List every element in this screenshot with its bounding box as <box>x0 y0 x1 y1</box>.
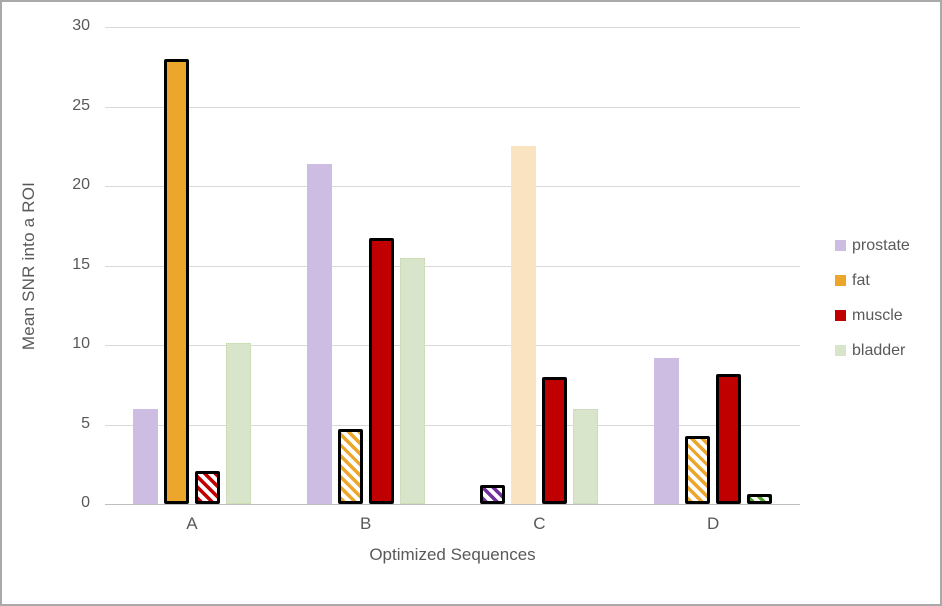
legend-swatch-prostate <box>835 240 846 251</box>
bar-muscle-C <box>542 377 568 504</box>
bar-group-A <box>105 27 279 504</box>
bar-group-D <box>626 27 800 504</box>
y-tick-0: 0 <box>81 494 90 511</box>
legend-item-muscle: muscle <box>835 306 910 325</box>
plot-area <box>105 27 800 505</box>
bar-bladder-A <box>225 343 251 504</box>
gridline-15 <box>105 265 800 267</box>
x-axis-title: Optimized Sequences <box>369 545 536 564</box>
bar-group-C <box>453 27 627 504</box>
legend-swatch-bladder <box>835 345 846 356</box>
bar-fat-D <box>685 436 711 504</box>
x-category-D: D <box>706 514 720 533</box>
gridline-10 <box>105 345 800 346</box>
gridline-25 <box>105 106 800 108</box>
y-tick-10: 10 <box>72 335 90 352</box>
gridline-20 <box>105 186 800 187</box>
y-tick-20: 20 <box>72 176 90 193</box>
x-category-B: B <box>359 514 372 533</box>
gridline-30 <box>105 27 800 28</box>
y-axis-title: Mean SNR into a ROI <box>19 181 38 351</box>
bar-bladder-B <box>399 258 425 504</box>
legend-label-prostate: prostate <box>852 236 910 254</box>
legend-item-bladder: bladder <box>835 341 910 360</box>
bar-prostate-C <box>480 485 506 504</box>
bar-group-B <box>279 27 453 504</box>
y-tick-30: 30 <box>72 17 90 34</box>
legend-item-prostate: prostate <box>835 236 910 255</box>
legend-label-bladder: bladder <box>852 341 906 359</box>
bar-bladder-C <box>573 409 599 504</box>
legend-label-fat: fat <box>852 271 870 289</box>
bar-fat-C <box>511 146 537 504</box>
legend-item-fat: fat <box>835 271 910 290</box>
bar-prostate-B <box>306 164 332 504</box>
legend-label-muscle: muscle <box>852 306 903 324</box>
legend-swatch-muscle <box>835 310 846 321</box>
bar-muscle-A <box>194 471 220 504</box>
chart-legend: prostate fat muscle bladder <box>835 236 910 376</box>
x-category-A: A <box>186 514 198 533</box>
x-category-labels: A B C D <box>105 514 800 534</box>
gridline-5 <box>105 424 800 426</box>
gridline-0 <box>105 504 800 505</box>
y-tick-5: 5 <box>81 414 90 432</box>
y-tick-15: 15 <box>72 255 90 273</box>
bar-fat-A <box>163 59 189 504</box>
bar-prostate-A <box>132 409 158 504</box>
bar-muscle-B <box>368 238 394 504</box>
bar-muscle-D <box>716 374 742 504</box>
legend-swatch-fat <box>835 275 846 286</box>
y-tick-25: 25 <box>72 96 90 114</box>
bar-bladder-D <box>747 494 773 504</box>
bar-groups <box>105 27 800 504</box>
bar-fat-B <box>337 429 363 504</box>
x-category-C: C <box>533 514 546 533</box>
bar-prostate-D <box>654 358 680 504</box>
